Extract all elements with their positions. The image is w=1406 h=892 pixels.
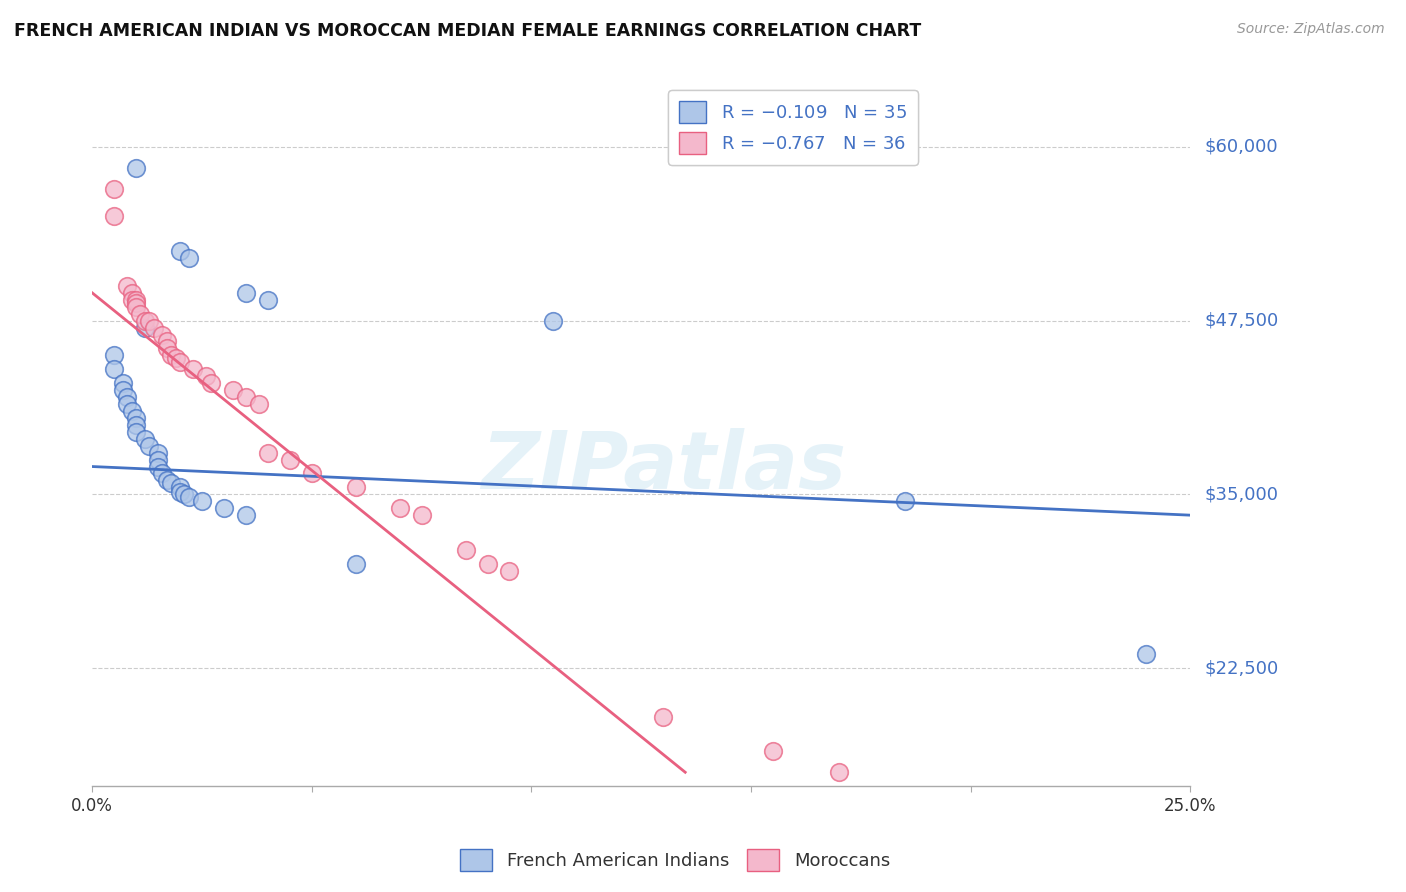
Point: [177, 490, 200, 504]
Point: [543, 313, 565, 327]
Legend: French American Indians, Moroccans: French American Indians, Moroccans: [453, 842, 897, 879]
Point: [103, 181, 125, 195]
Point: [103, 362, 125, 376]
Point: [652, 709, 675, 723]
Text: Source: ZipAtlas.com: Source: ZipAtlas.com: [1237, 22, 1385, 37]
Point: [222, 383, 245, 397]
Point: [125, 293, 148, 307]
Point: [134, 432, 156, 446]
Legend: R = $-$0.109   N = 35, R = $-$0.767   N = 36: R = $-$0.109 N = 35, R = $-$0.767 N = 36: [668, 90, 918, 165]
Point: [454, 542, 477, 557]
Point: [117, 390, 139, 404]
Point: [121, 285, 143, 300]
Point: [146, 445, 169, 459]
Point: [344, 480, 367, 494]
Point: [125, 295, 148, 310]
Text: ZIPatlas: ZIPatlas: [481, 428, 846, 507]
Text: $22,500: $22,500: [1205, 659, 1278, 677]
Point: [200, 376, 222, 391]
Point: [278, 452, 301, 467]
Point: [117, 397, 139, 411]
Text: $60,000: $60,000: [1205, 138, 1278, 156]
Point: [156, 334, 179, 349]
Point: [169, 484, 191, 499]
Point: [344, 557, 367, 571]
Point: [165, 351, 187, 366]
Point: [111, 383, 134, 397]
Text: $35,000: $35,000: [1205, 485, 1278, 503]
Point: [125, 161, 148, 175]
Point: [121, 293, 143, 307]
Point: [411, 508, 433, 523]
Point: [160, 476, 183, 491]
Point: [117, 278, 139, 293]
Point: [146, 452, 169, 467]
Text: FRENCH AMERICAN INDIAN VS MOROCCAN MEDIAN FEMALE EARNINGS CORRELATION CHART: FRENCH AMERICAN INDIAN VS MOROCCAN MEDIA…: [14, 22, 921, 40]
Point: [160, 348, 183, 362]
Point: [125, 417, 148, 432]
Point: [212, 501, 235, 516]
Point: [257, 445, 280, 459]
Point: [142, 320, 165, 334]
Point: [235, 390, 257, 404]
Point: [477, 557, 499, 571]
Point: [894, 494, 917, 508]
Point: [498, 564, 520, 578]
Point: [125, 300, 148, 314]
Point: [111, 376, 134, 391]
Point: [195, 369, 218, 384]
Point: [828, 765, 851, 780]
Point: [156, 342, 179, 356]
Point: [138, 439, 160, 453]
Point: [129, 307, 152, 321]
Point: [1135, 647, 1157, 661]
Point: [103, 348, 125, 362]
Point: [169, 480, 191, 494]
Point: [156, 474, 179, 488]
Point: [138, 313, 160, 327]
Point: [762, 744, 785, 758]
Point: [134, 313, 156, 327]
Point: [146, 459, 169, 474]
Point: [388, 501, 411, 516]
Point: [125, 410, 148, 425]
Point: [152, 467, 174, 481]
Point: [247, 397, 270, 411]
Point: [301, 467, 323, 481]
Point: [173, 487, 195, 501]
Point: [235, 508, 257, 523]
Point: [103, 210, 125, 224]
Point: [134, 320, 156, 334]
Point: [191, 494, 214, 508]
Text: $47,500: $47,500: [1205, 311, 1278, 330]
Point: [152, 327, 174, 342]
Point: [181, 362, 204, 376]
Point: [169, 355, 191, 369]
Point: [235, 285, 257, 300]
Point: [125, 425, 148, 439]
Point: [169, 244, 191, 259]
Point: [257, 293, 280, 307]
Point: [177, 251, 200, 265]
Point: [121, 404, 143, 418]
